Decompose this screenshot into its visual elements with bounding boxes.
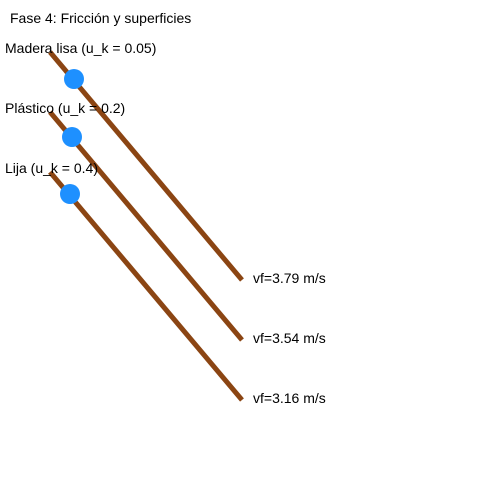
ramp-label-lija: Lija (u_k = 0.4) (5, 160, 98, 176)
ramp-label-madera: Madera lisa (u_k = 0.05) (5, 40, 156, 56)
ramp-group-madera: Madera lisa (u_k = 0.05) vf=3.79 m/s (5, 40, 326, 286)
ball-madera[interactable] (64, 69, 84, 89)
final-velocity-lija: vf=3.16 m/s (253, 390, 326, 406)
ramp-line-lija (48, 170, 244, 402)
ball-plastico[interactable] (62, 127, 82, 147)
ramp-label-plastico: Plástico (u_k = 0.2) (5, 100, 125, 116)
phase-title: Fase 4: Fricción y superficies (10, 10, 191, 26)
ramp-group-plastico: Plástico (u_k = 0.2) vf=3.54 m/s (5, 100, 326, 346)
final-velocity-madera: vf=3.79 m/s (253, 270, 326, 286)
ramp-line-madera (48, 50, 244, 282)
final-velocity-plastico: vf=3.54 m/s (253, 330, 326, 346)
ball-lija[interactable] (60, 184, 80, 204)
ramp-line-plastico (48, 110, 244, 342)
ramp-group-lija: Lija (u_k = 0.4) vf=3.16 m/s (5, 160, 326, 406)
